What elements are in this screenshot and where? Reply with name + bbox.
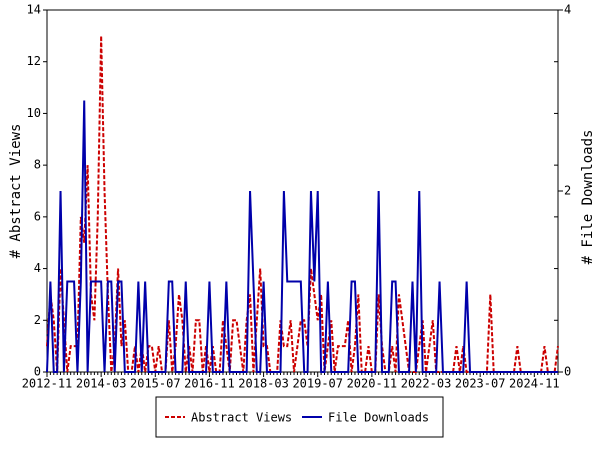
x-tick-label: 2012-11 (22, 377, 73, 391)
x-tick-label: 2018-03 (238, 377, 289, 391)
y2-tick-label: 4 (564, 3, 571, 17)
x-tick-label: 2016-11 (184, 377, 235, 391)
y2-tick-label: 0 (564, 365, 571, 379)
x-tick-label: 2015-07 (130, 377, 181, 391)
y-tick-label: 8 (34, 158, 41, 172)
y-axis-label: # Abstract Views (8, 124, 24, 259)
y-tick-label: 0 (34, 365, 41, 379)
y-tick-label: 14 (27, 3, 41, 17)
legend-label: Abstract Views (191, 411, 292, 425)
x-tick-label: 2019-07 (292, 377, 343, 391)
x-tick-label: 2024-11 (509, 377, 560, 391)
legend (155, 396, 444, 438)
y-tick-label: 6 (34, 209, 41, 223)
y-tick-label: 10 (27, 106, 41, 120)
y-tick-label: 2 (34, 313, 41, 327)
series-line (46, 100, 558, 373)
y-tick-label: 4 (34, 261, 41, 275)
x-tick-label: 2022-03 (401, 377, 452, 391)
y2-tick-label: 2 (564, 184, 571, 198)
x-tick-label: 2020-11 (347, 377, 398, 391)
x-tick-label: 2023-07 (455, 377, 506, 391)
y2-axis-label: # File Downloads (580, 130, 596, 265)
y-tick-label: 12 (27, 54, 41, 68)
x-tick-label: 2014-03 (76, 377, 127, 391)
legend-label: File Downloads (328, 411, 429, 425)
